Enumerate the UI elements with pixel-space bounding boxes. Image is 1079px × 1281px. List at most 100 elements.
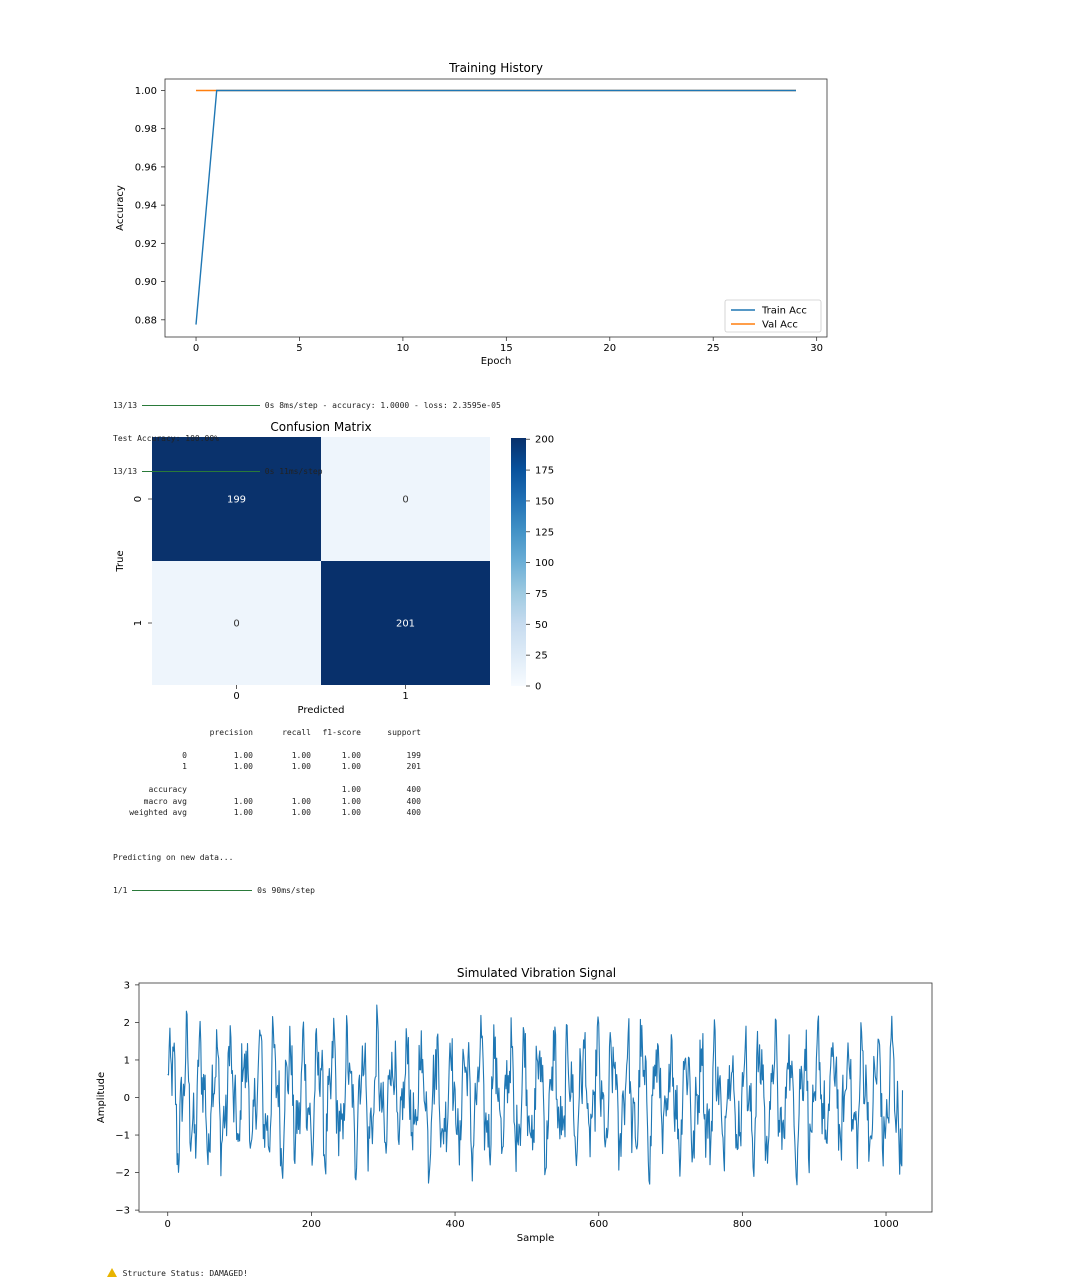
console-line-predicting: Predicting on new data... [113, 853, 234, 862]
x-tick-label: 5 [296, 343, 302, 354]
colorbar-tick-label: 0 [535, 682, 541, 693]
heatmap-cell [152, 561, 321, 685]
report-cell: f1-score [322, 728, 361, 738]
y-tick-label: −1 [115, 1131, 130, 1142]
report-cell: 400 [406, 796, 421, 806]
y-tick-label: 1.00 [135, 86, 157, 97]
status-text: Structure Status: DAMAGED! [122, 1269, 248, 1278]
progress-bar [141, 471, 260, 472]
report-cell: 1.00 [291, 808, 311, 818]
report-cell: 400 [406, 808, 421, 818]
report-cell: 1.00 [291, 762, 311, 772]
report-cell [112, 727, 187, 739]
colorbar-tick-label: 150 [535, 496, 554, 507]
x-tick-label: 800 [733, 1219, 752, 1230]
x-tick-label: 15 [500, 343, 513, 354]
y-tick-label: 1 [133, 620, 144, 626]
report-spacer [112, 739, 421, 750]
report-cell: 1.00 [341, 796, 361, 806]
report-cell: support [387, 728, 421, 738]
report-cell: 1.00 [233, 796, 253, 806]
signal-line [167, 1004, 904, 1186]
chart-title: Training History [448, 61, 543, 75]
report-cell: 1.00 [341, 785, 361, 795]
x-tick-label: 30 [810, 343, 823, 354]
report-cell: precision [209, 728, 253, 738]
heatmap-value: 201 [396, 619, 415, 630]
report-cell: 201 [406, 762, 421, 772]
heatmap-value: 0 [233, 619, 239, 630]
console-line-newdata: 1/1 0s 90ms/step [113, 885, 315, 896]
newdata-counter: 1/1 [113, 886, 128, 895]
report-cell: 1.00 [291, 750, 311, 760]
chart-title: Confusion Matrix [270, 420, 371, 434]
colorbar-tick-label: 75 [535, 589, 548, 600]
predict-timing: 0s 11ms/step [264, 467, 323, 476]
console-log-training: 13/13 0s 8ms/step - accuracy: 1.0000 - l… [113, 378, 501, 488]
console-line-accuracy: Test Accuracy: 100.00% [113, 434, 219, 443]
x-axis-label: Predicted [298, 705, 345, 716]
colorbar-tick-label: 125 [535, 527, 554, 538]
console-log-prediction: Predicting on new data... 1/1 0s 90ms/st… [113, 830, 315, 907]
report-row: macro avg 1.00 1.00 1.00 400 [112, 796, 421, 808]
colorbar [511, 438, 526, 686]
console-line-predict: 13/13 0s 11ms/step [113, 466, 501, 477]
report-cell: 1.00 [291, 796, 311, 806]
x-tick-label: 1 [402, 691, 408, 702]
colorbar-tick-label: 100 [535, 558, 554, 569]
report-row: 1 1.00 1.00 1.00 201 [112, 761, 421, 773]
x-tick-label: 200 [302, 1219, 321, 1230]
colorbar-tick-label: 175 [535, 466, 554, 477]
x-tick-label: 25 [707, 343, 720, 354]
y-axis-label: Accuracy [115, 185, 126, 231]
classification-report: precision recall f1-score support 0 1.00 1.00 1… [112, 727, 421, 819]
y-tick-label: 0.96 [135, 162, 157, 173]
y-tick-label: 0 [133, 496, 144, 502]
x-tick-label: 0 [165, 1219, 171, 1230]
report-cell: accuracy [148, 785, 187, 795]
series-line [195, 89, 796, 325]
y-tick-label: 0 [124, 1093, 130, 1104]
report-header: precision recall f1-score support [112, 727, 421, 739]
heatmap-cell [321, 437, 490, 561]
eval-counter: 13/13 [113, 401, 138, 410]
plot-area [164, 78, 828, 338]
colorbar-tick-label: 25 [535, 651, 548, 662]
y-tick-label: 0.92 [135, 239, 157, 250]
report-cell: 1.00 [341, 750, 361, 760]
colorbar-tick-label: 200 [535, 435, 554, 446]
report-row: 0 1.00 1.00 1.00 199 [112, 750, 421, 762]
report-cell [253, 773, 311, 785]
newdata-timing: 0s 90ms/step [257, 886, 315, 895]
x-tick-label: 400 [446, 1219, 465, 1230]
report-cell: recall [282, 728, 311, 738]
legend-label: Train Acc [761, 306, 807, 317]
y-tick-label: 2 [124, 1018, 130, 1029]
colorbar-tick-label: 50 [535, 620, 548, 631]
heatmap-value: 199 [227, 495, 246, 506]
console-line-eval: 13/13 0s 8ms/step - accuracy: 1.0000 - l… [113, 400, 501, 411]
x-axis-label: Sample [517, 1233, 555, 1244]
report-row [112, 773, 421, 785]
heatmap-cell [152, 437, 321, 561]
report-cell: 1 [182, 762, 187, 772]
heatmap-value: 0 [402, 495, 408, 506]
x-tick-label: 20 [603, 343, 616, 354]
x-tick-label: 600 [589, 1219, 608, 1230]
report-cell: 1.00 [341, 762, 361, 772]
warning-icon [106, 1268, 117, 1277]
report-cell: 0 [182, 750, 187, 760]
chart-title: Simulated Vibration Signal [457, 966, 616, 980]
legend-label: Val Acc [762, 320, 798, 331]
predict-counter: 13/13 [113, 467, 138, 476]
report-cell: 199 [406, 750, 421, 760]
y-tick-label: 1 [124, 1055, 130, 1066]
x-tick-label: 0 [233, 691, 239, 702]
y-axis-label: Amplitude [96, 1072, 107, 1123]
y-tick-label: 3 [124, 980, 130, 991]
progress-bar [141, 405, 260, 406]
report-cell: 1.00 [233, 750, 253, 760]
progress-bar [132, 890, 253, 891]
y-tick-label: 0.90 [135, 277, 157, 288]
